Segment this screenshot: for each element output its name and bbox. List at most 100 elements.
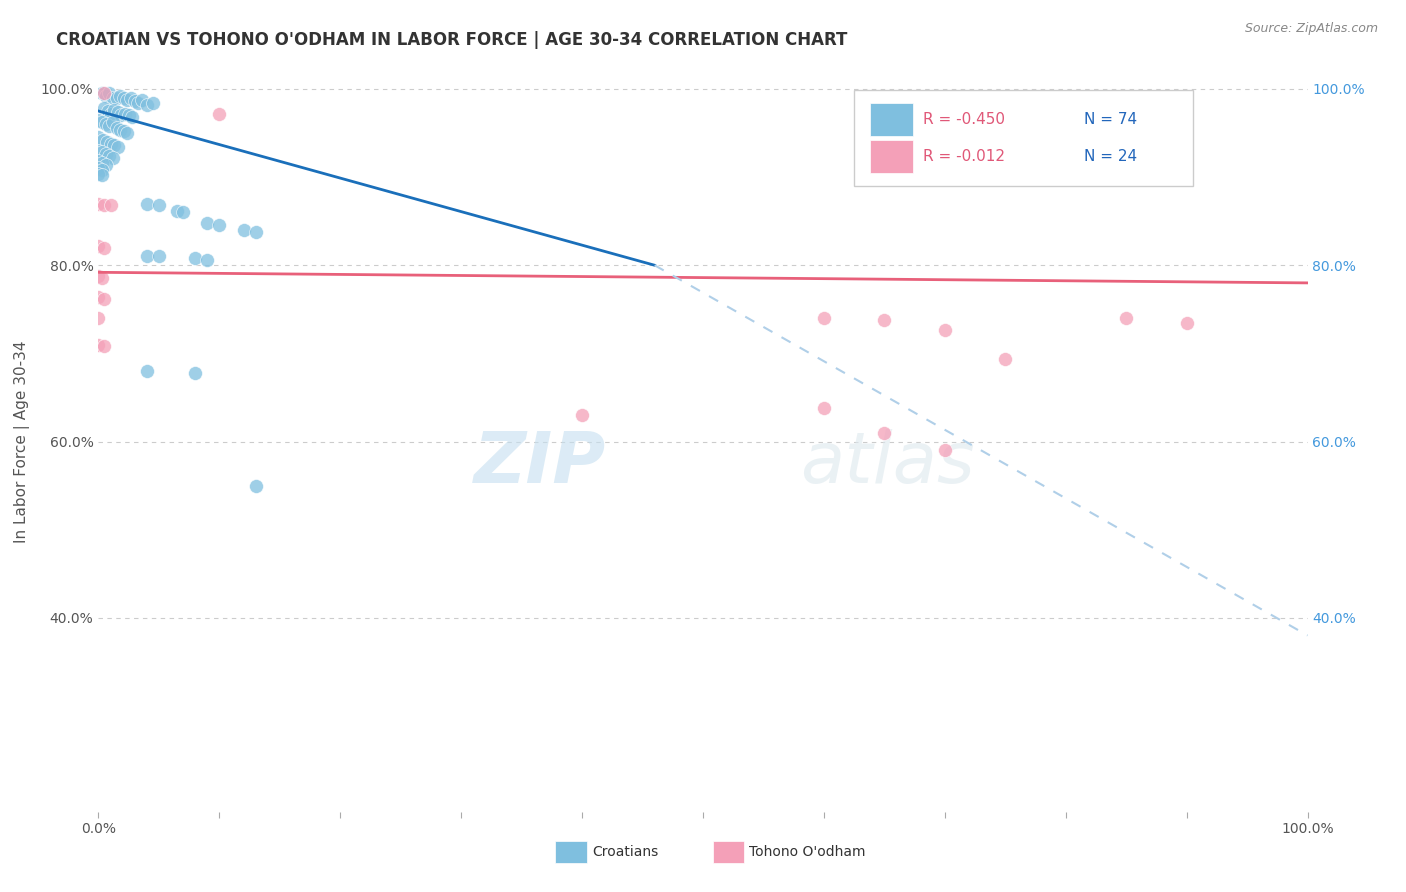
Point <box>105 91 128 105</box>
Point <box>91 169 114 183</box>
Point <box>87 239 110 253</box>
FancyBboxPatch shape <box>555 840 586 863</box>
Point <box>87 337 110 351</box>
Point <box>87 311 110 326</box>
Point <box>813 401 835 415</box>
Point <box>87 161 110 176</box>
Point <box>94 117 117 131</box>
Point <box>97 103 120 118</box>
Point <box>873 425 896 440</box>
Point <box>101 91 124 105</box>
FancyBboxPatch shape <box>855 90 1192 186</box>
Point <box>100 198 122 212</box>
Point <box>994 351 1017 366</box>
Point <box>105 120 128 135</box>
Point <box>93 101 115 115</box>
Point <box>245 225 267 239</box>
Point <box>1115 311 1137 326</box>
Point <box>184 366 207 380</box>
Point <box>94 147 117 161</box>
Point <box>120 91 142 105</box>
FancyBboxPatch shape <box>870 140 914 173</box>
Point <box>135 250 157 264</box>
Point <box>208 218 231 232</box>
Point <box>121 110 143 124</box>
Point <box>93 241 115 255</box>
Point <box>100 106 122 120</box>
Point <box>94 158 117 172</box>
Point <box>103 138 125 153</box>
Point <box>172 205 194 219</box>
Text: CROATIAN VS TOHONO O'ODHAM IN LABOR FORCE | AGE 30-34 CORRELATION CHART: CROATIAN VS TOHONO O'ODHAM IN LABOR FORC… <box>56 31 848 49</box>
Text: N = 24: N = 24 <box>1084 149 1137 164</box>
Point <box>93 292 115 306</box>
Point <box>94 89 117 103</box>
Point <box>93 339 115 353</box>
Point <box>118 108 141 122</box>
Point <box>245 478 267 492</box>
Point <box>124 95 146 109</box>
Point <box>101 115 124 129</box>
Point <box>148 198 170 212</box>
Point <box>96 135 118 149</box>
FancyBboxPatch shape <box>870 103 914 136</box>
Point <box>93 198 115 212</box>
Point <box>108 122 131 136</box>
Point <box>108 89 131 103</box>
Point <box>110 108 132 122</box>
Point <box>100 136 122 151</box>
Text: N = 74: N = 74 <box>1084 112 1137 127</box>
Point <box>195 252 218 267</box>
Point <box>91 163 114 178</box>
Point <box>873 313 896 327</box>
Point <box>87 268 110 283</box>
Point <box>87 130 110 145</box>
Point <box>131 93 153 107</box>
Text: atlas: atlas <box>800 429 974 499</box>
Point <box>1175 317 1198 331</box>
Point <box>101 151 124 165</box>
Text: Source: ZipAtlas.com: Source: ZipAtlas.com <box>1244 22 1378 36</box>
Point <box>112 124 135 138</box>
Point <box>142 96 165 111</box>
Point <box>93 87 115 101</box>
Point <box>571 408 593 422</box>
Y-axis label: In Labor Force | Age 30-34: In Labor Force | Age 30-34 <box>14 340 30 543</box>
Point <box>127 96 149 111</box>
Text: R = -0.012: R = -0.012 <box>924 149 1005 164</box>
Point <box>117 93 139 107</box>
Point <box>87 290 110 304</box>
Text: ZIP: ZIP <box>474 429 606 499</box>
Point <box>232 223 254 237</box>
Point <box>934 324 956 338</box>
Point <box>91 145 114 160</box>
Point <box>87 112 110 127</box>
Point <box>87 154 110 169</box>
Text: Tohono O'odham: Tohono O'odham <box>749 845 866 859</box>
Point <box>135 196 157 211</box>
Point <box>934 443 956 458</box>
Point <box>117 126 139 140</box>
Point <box>166 203 188 218</box>
Point <box>107 140 129 154</box>
Point <box>98 119 121 133</box>
Point <box>91 156 114 170</box>
Point <box>87 196 110 211</box>
Point <box>98 149 121 163</box>
Point <box>148 250 170 264</box>
Point <box>184 251 207 265</box>
Point <box>135 98 157 112</box>
Point <box>813 311 835 326</box>
Point <box>112 91 135 105</box>
Point <box>91 87 114 101</box>
Point <box>91 133 114 147</box>
Point <box>91 114 114 128</box>
Point <box>135 364 157 378</box>
Point <box>114 106 136 120</box>
Point <box>107 104 129 119</box>
Point <box>195 216 218 230</box>
Point <box>87 144 110 158</box>
FancyBboxPatch shape <box>713 840 744 863</box>
Point <box>103 103 125 117</box>
Point <box>91 270 114 285</box>
